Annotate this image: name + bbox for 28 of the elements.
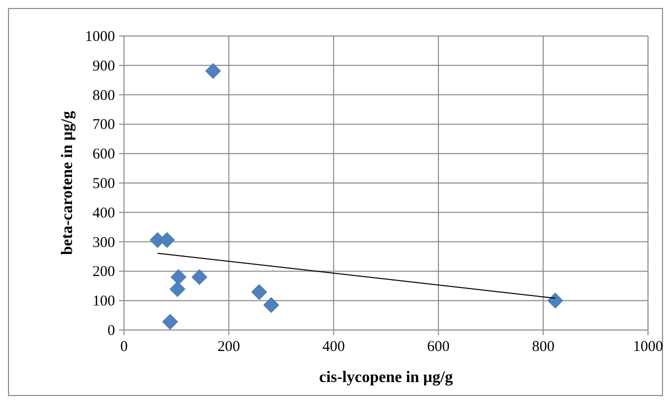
y-tick-label: 900 [92, 58, 115, 74]
y-tick-label: 600 [92, 146, 115, 163]
x-tick-label: 600 [427, 339, 450, 355]
x-tick-label: 800 [532, 339, 554, 355]
y-tick-label: 300 [92, 234, 115, 251]
y-tick-label: 500 [92, 176, 115, 192]
x-tick-label: 200 [218, 339, 240, 355]
x-axis-title: cis-lycopene in µg/g [319, 369, 453, 386]
point [192, 269, 208, 285]
y-tick-label: 700 [92, 117, 115, 134]
point [547, 292, 564, 309]
y-tick-label: 400 [92, 205, 115, 222]
point [263, 297, 280, 313]
point [162, 314, 178, 330]
y-tick-label: 0 [108, 323, 115, 339]
y-axis-title: beta-carotene in µg/g [59, 110, 76, 256]
point [205, 63, 221, 79]
y-tick-label: 200 [92, 264, 115, 280]
y-tick-label: 800 [92, 88, 115, 104]
x-tick-label: 0 [120, 339, 128, 355]
y-tick-label: 100 [92, 294, 115, 310]
point [251, 284, 268, 300]
x-tick-label: 1000 [633, 339, 663, 355]
point [159, 232, 175, 248]
point [170, 269, 186, 285]
x-tick-label: 400 [322, 339, 345, 355]
point [170, 281, 186, 298]
y-tick-label: 1000 [85, 29, 115, 45]
